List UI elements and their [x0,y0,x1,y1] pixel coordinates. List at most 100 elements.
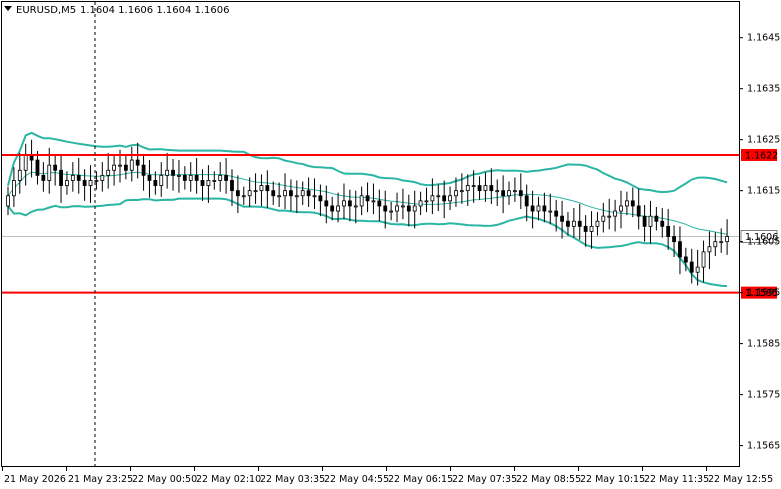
candle-body [465,185,470,192]
x-tick-label: 22 May 04:55 [324,474,389,485]
candle-body [11,180,16,197]
y-tick-label: 1.1625 [747,135,780,146]
candle-body [595,220,600,227]
candle-body [430,195,435,202]
candle-body [106,169,111,176]
x-tick-label: 22 May 11:35 [644,474,709,485]
triangle-down-icon[interactable] [4,6,12,11]
candle-body [477,185,482,192]
y-tick-label: 1.1605 [747,237,780,248]
candle-body [448,195,452,202]
candle-body [507,190,511,197]
candle-body [6,195,10,207]
candle-body [542,205,547,212]
candle-body [601,215,606,222]
candle-body [118,164,122,167]
x-tick-label: 22 May 00:50 [132,474,197,485]
horizontal-lines[interactable]: 1.1622 1.1595 1.1606 [2,148,778,299]
candle-body [371,200,376,203]
candle-body [625,200,629,207]
candle-body [88,180,93,186]
candle-body [200,180,205,186]
candle-body [630,200,635,207]
candle-body [536,205,541,212]
symbol-label: EURUSD,M5 [16,5,76,16]
candle-body [324,200,329,207]
y-tick-label: 1.1635 [747,84,780,95]
candle-body [23,154,28,171]
candle-body [383,205,388,212]
candle-body [336,205,340,212]
candle-body [389,210,394,213]
candle-body [359,195,364,207]
candle-body [695,266,700,273]
candle-body [129,159,134,171]
candle-body [70,174,75,181]
y-tick-label: 1.1585 [747,339,780,350]
candle-body [554,210,559,217]
candle-body [159,174,164,186]
candle-body [277,195,282,198]
candle-body [560,215,564,222]
candle-body [330,205,335,212]
candle-body [613,210,618,217]
candle-body [436,195,441,198]
candle-body [306,190,311,197]
candle-body [294,195,299,198]
candle-body [247,190,252,197]
candle-body [253,190,258,193]
candle-body [406,205,411,212]
candle-body [177,174,181,177]
candle-body [206,180,211,186]
candle-body [619,205,623,212]
candle-body [224,174,228,181]
candle-body [283,190,287,197]
current-price-label: 1.1606 [745,232,778,243]
candle-body [271,190,276,197]
candle-body [713,241,718,248]
candle-body [35,159,40,176]
candle-body [241,195,246,198]
candle-body [577,220,582,227]
candle-body [660,220,665,227]
candle-body [182,174,187,181]
candle-body [495,190,500,193]
candle-body [459,190,464,193]
price-label-box [741,286,777,299]
price-axis[interactable]: 1.1645 1.1635 1.1625 1.1615 1.1605 1.1595 1.15… [739,33,780,452]
price-label: 1.1622 [745,150,778,161]
y-tick-label: 1.1615 [747,186,780,197]
candle-body [53,164,58,171]
candle-body [678,241,682,258]
ohlc-values: 1.1604 1.1606 1.1604 1.1606 [80,5,230,16]
candle-body [524,195,529,207]
candle-body [424,200,429,203]
candle-body [377,200,382,207]
candle-body [141,164,146,176]
candle-body [347,200,352,207]
candle-body [218,174,223,181]
candle-body [312,195,317,198]
y-tick-label: 1.1645 [747,33,780,44]
plot-frame [1,1,740,467]
candle-body [689,261,694,273]
chart-header: EURUSD,M5 1.1604 1.1606 1.1604 1.1606 [4,5,230,16]
price-label-box [741,148,777,161]
candle-body [342,200,346,207]
candle-body [719,241,724,244]
candle-body [683,256,688,263]
candle-body [412,205,417,212]
candle-body [642,215,647,227]
lower-band-line [7,197,728,288]
candle-body [489,185,494,192]
x-tick-label: 22 May 02:10 [196,474,261,485]
x-tick-label: 22 May 03:35 [260,474,325,485]
candle-body [636,205,641,217]
current-price-box [740,230,778,243]
candle-body [112,164,116,171]
candle-body [571,220,576,227]
y-tick-label: 1.1595 [747,288,780,299]
candle-body [300,190,305,197]
